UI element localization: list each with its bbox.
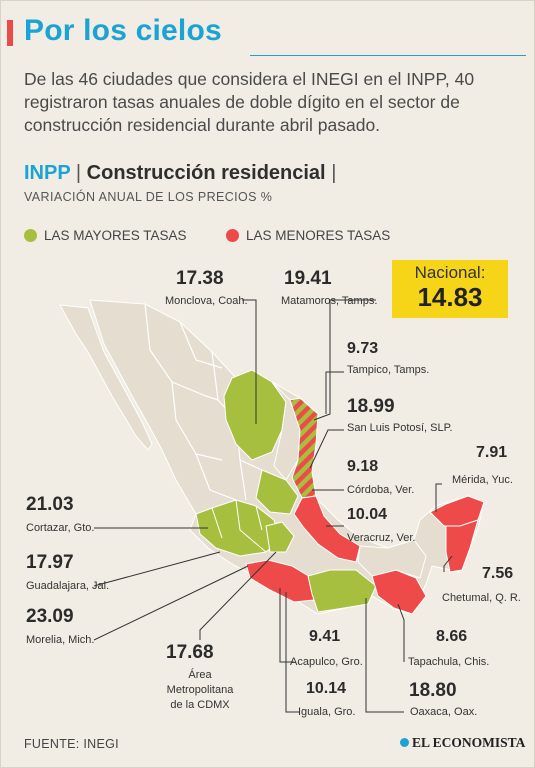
- cortazar-label: Cortazar, Gto.: [26, 522, 95, 534]
- merida-label: Mérida, Yuc.: [452, 474, 513, 486]
- brand-name: EL ECONOMISTA: [412, 735, 526, 750]
- chetumal-label: Chetumal, Q. R.: [442, 592, 521, 604]
- san-luis-potosi-label: San Luis Potosí, SLP.: [347, 422, 453, 434]
- legend-high: LAS MAYORES TASAS: [24, 228, 187, 243]
- legend-high-dot-icon: [24, 229, 37, 242]
- merida-value: 7.91: [476, 444, 508, 461]
- tapachula-value: 8.66: [436, 628, 468, 645]
- subhead-separator-1: |: [75, 162, 82, 184]
- veracruz-value: 10.04: [347, 506, 388, 523]
- oaxaca-label: Oaxaca, Oax.: [410, 706, 478, 718]
- cdmx-region: [265, 521, 295, 553]
- leader-lines: [93, 299, 453, 713]
- quintana-roo-region: [445, 519, 479, 573]
- tampico-value: 9.73: [347, 340, 379, 357]
- veracruz-region: [293, 495, 361, 563]
- chetumal-value: 7.56: [482, 565, 514, 582]
- tampico-label: Tampico, Tamps.: [347, 364, 430, 376]
- brand-logo: EL ECONOMISTA: [400, 735, 525, 751]
- national-value: 14.83: [417, 282, 483, 312]
- intro-text: De las 46 ciudades que considera el INEG…: [24, 69, 475, 135]
- veracruz-label: Veracruz, Ver.: [347, 532, 416, 544]
- matamoros-value: 19.41: [284, 268, 332, 289]
- legend-low-dot-icon: [226, 229, 239, 242]
- cdmx-value: 17.68: [166, 642, 214, 663]
- title-underline: [250, 55, 526, 56]
- matamoros-label: Matamoros, Tamps.: [281, 295, 378, 307]
- page-title: Por los cielos: [24, 14, 222, 47]
- san-luis-potosi-value: 18.99: [347, 396, 395, 417]
- brand-globe-icon: [400, 738, 409, 747]
- morelia-label: Morelia, Mich.: [26, 634, 95, 646]
- subhead-index: INPP: [24, 162, 71, 184]
- oaxaca-value: 18.80: [409, 680, 457, 701]
- guadalajara-label: Guadalajara, Jal.: [26, 580, 110, 592]
- iguala-value: 10.14: [306, 680, 347, 697]
- cdmx-label-line3: de la CDMX: [170, 699, 230, 711]
- legend-low: LAS MENORES TASAS: [226, 228, 390, 243]
- cdmx-label-line1: Área: [188, 669, 212, 681]
- bajio-borders: [211, 499, 267, 553]
- monclova-label: Monclova, Coah.: [165, 295, 248, 307]
- tabasco-campeche-region: [357, 539, 427, 579]
- caption: VARIACIÓN ANUAL DE LOS PRECIOS %: [24, 190, 273, 204]
- monclova-value: 17.38: [176, 268, 224, 289]
- morelia-value: 23.09: [26, 606, 74, 627]
- cordoba-value: 9.18: [347, 458, 379, 475]
- tapachula-label: Tapachula, Chis.: [408, 656, 490, 668]
- oaxaca-region: [307, 569, 377, 613]
- national-box: Nacional: 14.83: [392, 260, 508, 318]
- subhead-separator-2: |: [331, 162, 337, 184]
- san-luis-potosi-region: [255, 469, 299, 515]
- subhead-sector: Construcción residencial: [86, 162, 326, 184]
- acapulco-value: 9.41: [309, 628, 341, 645]
- cdmx-label-line2: Metropolitana: [166, 684, 234, 696]
- cortazar-value: 21.03: [26, 494, 74, 515]
- legend-low-label: LAS MENORES TASAS: [246, 228, 391, 243]
- title-accent-bar: [7, 20, 13, 46]
- iguala-label: Iguala, Gro.: [298, 706, 356, 718]
- guadalajara-value: 17.97: [26, 552, 74, 573]
- cordoba-label: Córdoba, Ver.: [347, 484, 415, 496]
- subheading: INPP | Construcción residencial |: [24, 162, 336, 185]
- cdmx-label: Área Metropolitana de la CDMX: [160, 668, 240, 713]
- baja-california-shape: [59, 304, 153, 451]
- source-note: FUENTE: INEGI: [24, 737, 119, 751]
- national-label: Nacional:: [414, 263, 486, 282]
- acapulco-label: Acapulco, Gro.: [290, 656, 363, 668]
- legend-high-label: LAS MAYORES TASAS: [44, 228, 187, 243]
- coahuila-region: [223, 369, 287, 461]
